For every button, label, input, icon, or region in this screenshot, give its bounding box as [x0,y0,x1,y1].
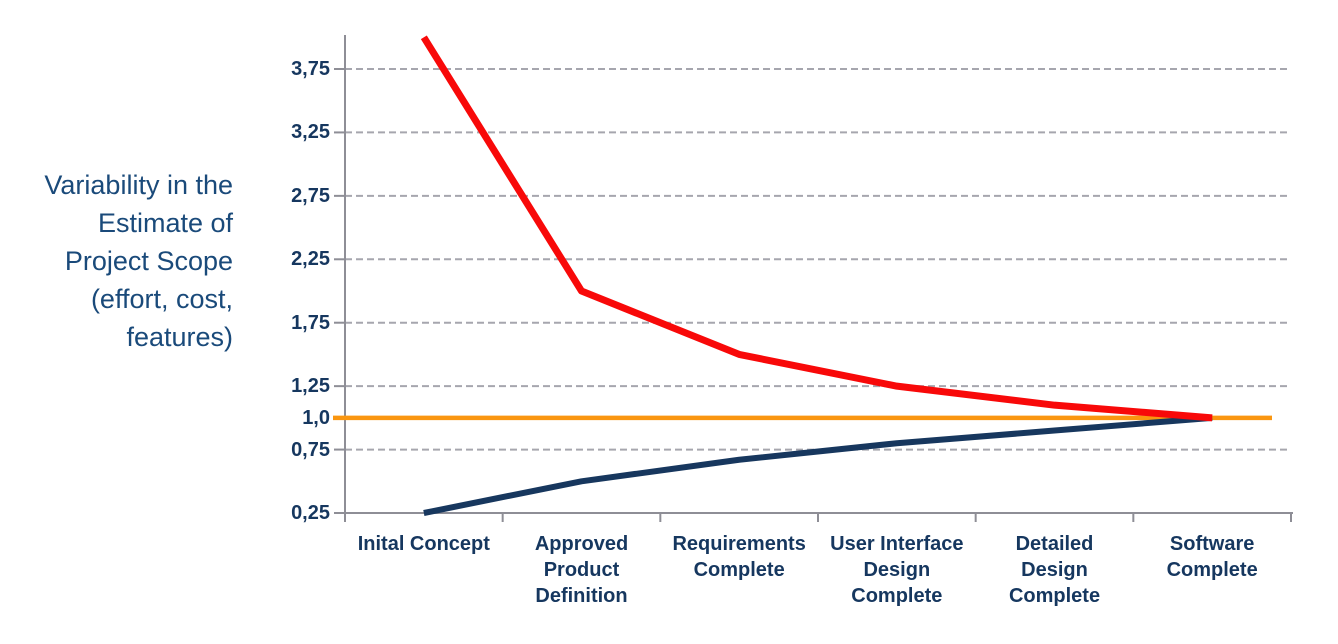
upper-estimate-bound-line [420,35,1213,422]
y-axis-tick-label: 1,0 [302,406,330,429]
x-axis-category-label: Inital Concept [357,533,490,555]
y-axis-tick-label: 2,25 [291,248,330,271]
lower-estimate-bound-line [423,414,1213,516]
y-axis-tick-label: 3,75 [291,58,330,80]
y-axis-tick-label: 1,75 [291,311,330,334]
y-axis-tick-label: 3,25 [291,121,330,144]
y-axis-tick-label: 0,75 [291,438,330,461]
x-axis-category-label: Software Complete [1166,533,1258,581]
chart-left-title: Variability in the Estimate of Project S… [44,170,233,352]
x-axis-category-label: Requirements Complete [672,533,806,581]
y-axis-tick-label: 1,25 [291,375,330,398]
x-axis-category-label: User Interface Design Complete [830,533,964,607]
y-axis-tick-label: 2,75 [291,184,330,207]
y-axis-tick-label: 0,25 [291,502,330,524]
x-axis-category-label: Approved Product Definition [534,533,629,607]
x-axis-category-label: Detailed Design Complete [1008,533,1101,607]
